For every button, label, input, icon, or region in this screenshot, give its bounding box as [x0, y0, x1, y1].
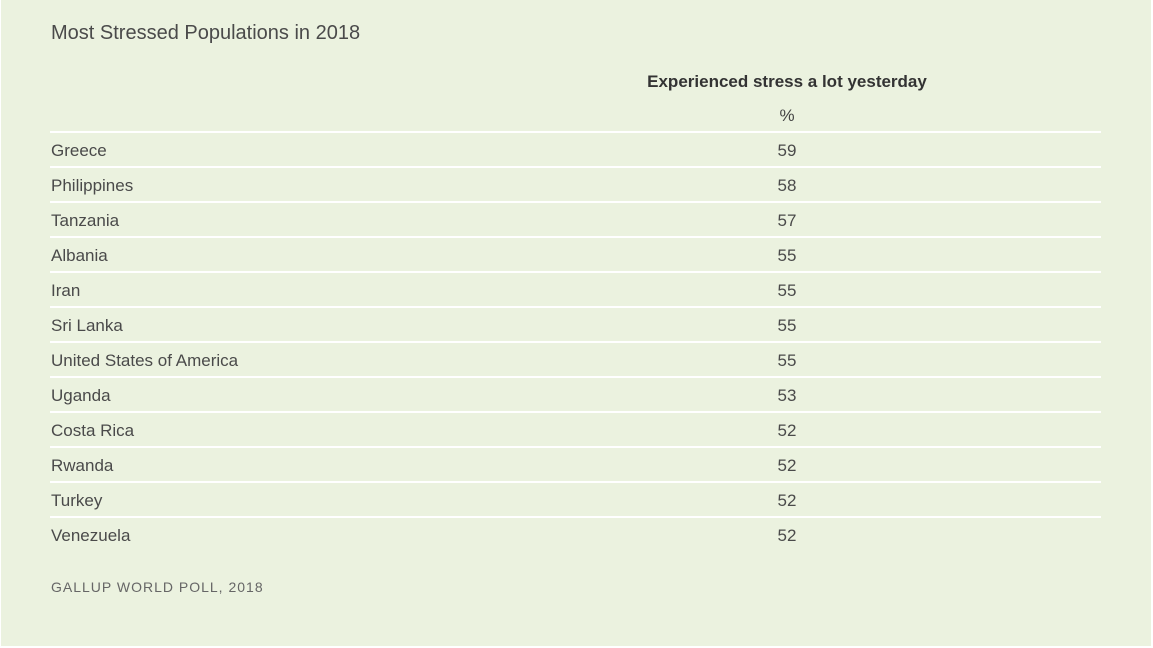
stress-value: 59 — [777, 141, 797, 160]
table-row: Tanzania 57 — [50, 201, 1101, 236]
table-row: Greece 59 — [50, 131, 1101, 166]
table-row: Turkey 52 — [50, 481, 1101, 516]
country-label: Greece — [51, 141, 107, 160]
country-label: Philippines — [51, 176, 134, 195]
country-label: Rwanda — [51, 456, 114, 475]
data-table: Greece 59 Philippines 58 Tanzania 57 Albania 55… — [50, 131, 1101, 551]
country-label: Costa Rica — [51, 421, 135, 440]
table-row: Philippines 58 — [50, 166, 1101, 201]
stress-value: 52 — [777, 491, 797, 510]
table-row: Albania 55 — [50, 236, 1101, 271]
stress-value: 55 — [777, 351, 797, 370]
stress-value: 55 — [777, 246, 797, 265]
chart-title: Most Stressed Populations in 2018 — [51, 22, 361, 44]
country-label: United States of America — [51, 351, 239, 370]
column-unit: % — [779, 106, 795, 125]
table-row: Uganda 53 — [50, 376, 1101, 411]
table-row: Iran 55 — [50, 271, 1101, 306]
table-row: Sri Lanka 55 — [50, 306, 1101, 341]
stress-value: 55 — [777, 316, 797, 335]
country-label: Turkey — [51, 491, 103, 510]
table-row: Venezuela 52 — [50, 516, 1101, 551]
stress-value: 52 — [777, 526, 797, 545]
country-label: Tanzania — [51, 211, 120, 230]
country-label: Albania — [51, 246, 108, 265]
stress-value: 57 — [777, 211, 797, 230]
table-row: Rwanda 52 — [50, 446, 1101, 481]
stress-value: 55 — [777, 281, 797, 300]
stress-value: 53 — [777, 386, 797, 405]
stress-value: 52 — [777, 456, 797, 475]
country-label: Uganda — [51, 386, 111, 405]
country-label: Iran — [51, 281, 81, 300]
source-note: GALLUP WORLD POLL, 2018 — [51, 579, 264, 595]
country-label: Venezuela — [51, 526, 131, 545]
stress-value: 58 — [777, 176, 797, 195]
stress-value: 52 — [777, 421, 797, 440]
table-row: Costa Rica 52 — [50, 411, 1101, 446]
table-row: United States of America 55 — [50, 341, 1101, 376]
country-label: Sri Lanka — [51, 316, 123, 335]
column-header: Experienced stress a lot yesterday — [647, 72, 927, 91]
